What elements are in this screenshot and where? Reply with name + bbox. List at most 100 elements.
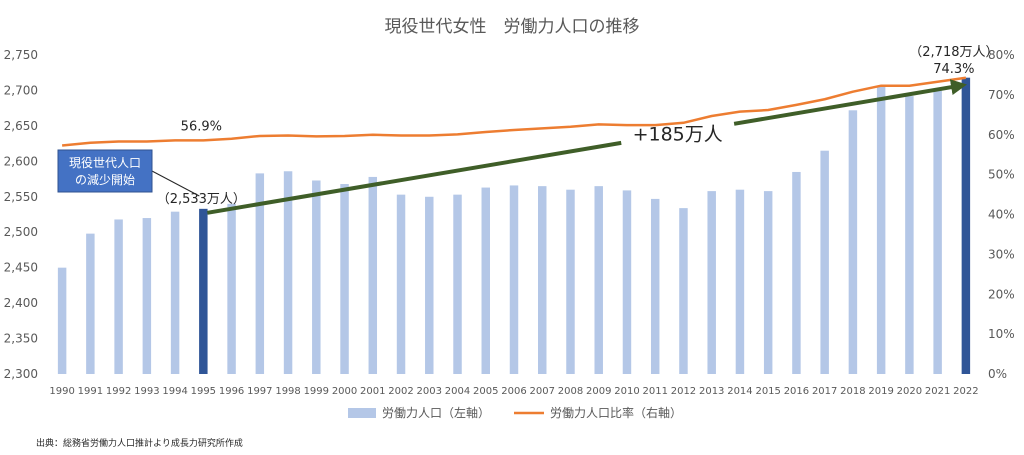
bar — [679, 208, 688, 374]
x-axis: 1990 1991 1992 1993 1994 1995 1996 1997 1998 1999… — [49, 386, 978, 397]
bar — [876, 86, 886, 375]
x-tick-label: 2018 — [840, 386, 865, 397]
x-tick-label: 1997 — [247, 386, 272, 397]
bar — [594, 186, 603, 374]
x-tick-label: 2010 — [614, 386, 639, 397]
y-left-tick: 2,500 — [4, 225, 38, 239]
y-right-tick: 0% — [988, 367, 1007, 381]
x-tick-label: 2021 — [925, 386, 950, 397]
bar — [396, 194, 406, 374]
bar — [650, 198, 660, 374]
x-tick-label: 1999 — [304, 386, 329, 397]
x-tick-label: 1991 — [78, 386, 103, 397]
y-right-tick: 10% — [988, 327, 1015, 341]
y-left-tick: 2,550 — [4, 190, 38, 204]
y-right-tick: 80% — [988, 48, 1015, 62]
bar — [425, 196, 434, 374]
x-tick-label: 2015 — [755, 386, 780, 397]
x-tick-label: 2003 — [417, 386, 442, 397]
bar — [961, 77, 971, 374]
bar — [340, 184, 349, 374]
y-right-tick: 40% — [988, 208, 1015, 222]
bar — [114, 219, 123, 374]
x-tick-label: 2016 — [784, 386, 809, 397]
bar — [848, 110, 858, 374]
callout-line1: 現役世代人口 — [69, 155, 141, 170]
y-axis-left: 2,300 2,350 2,400 2,450 2,500 2,550 2,600 2,650… — [4, 48, 38, 381]
bar — [481, 187, 490, 374]
growth-label: +185万人 — [633, 123, 723, 145]
bar — [86, 233, 95, 374]
bar — [142, 218, 152, 374]
growth-arrow-head — [733, 79, 967, 126]
callout-line2: の減少開始 — [75, 172, 135, 187]
x-tick-label: 2000 — [332, 386, 357, 397]
y-left-tick: 2,450 — [4, 261, 38, 275]
x-tick-label: 2005 — [473, 386, 498, 397]
x-tick-label: 2009 — [586, 386, 611, 397]
y-left-tick: 2,750 — [4, 48, 38, 62]
bar — [509, 185, 519, 374]
y-axis-right: 0% 10% 20% 30% 40% 50% 60% 70% 80% — [988, 48, 1015, 381]
x-tick-label: 2001 — [360, 386, 385, 397]
y-right-tick: 60% — [988, 128, 1015, 142]
label-1995-value: （2,533万人） — [157, 192, 246, 207]
bar — [453, 194, 462, 374]
x-tick-label: 2017 — [812, 386, 837, 397]
x-tick-label: 1995 — [191, 386, 216, 397]
label-2022-ratio: 74.3% — [933, 62, 974, 77]
x-tick-label: 2011 — [642, 386, 667, 397]
bar — [735, 189, 745, 374]
bar — [933, 89, 942, 374]
bar — [905, 96, 914, 375]
bar — [283, 171, 293, 374]
x-tick-label: 1996 — [219, 386, 244, 397]
x-tick-label: 2002 — [388, 386, 413, 397]
x-tick-label: 1990 — [49, 386, 74, 397]
x-tick-label: 2012 — [671, 386, 696, 397]
x-tick-label: 1993 — [134, 386, 159, 397]
label-2022-value: （2,718万人） — [909, 45, 998, 60]
x-tick-label: 2008 — [558, 386, 583, 397]
legend: 労働力人口（左軸） 労働力人口比率（右軸） — [348, 405, 682, 420]
x-tick-label: 2019 — [868, 386, 893, 397]
y-left-tick: 2,300 — [4, 367, 38, 381]
x-tick-label: 2006 — [501, 386, 526, 397]
bar — [368, 176, 378, 374]
legend-line-label: 労働力人口比率（右軸） — [550, 405, 682, 420]
annotations: +185万人 （2,533万人） 56.9% （2,718万人） 74.3% 現役世代人口… — [57, 45, 998, 215]
y-right-tick: 20% — [988, 287, 1015, 301]
x-tick-label: 1998 — [275, 386, 300, 397]
label-1995-ratio: 56.9% — [181, 119, 222, 134]
y-right-tick: 30% — [988, 247, 1015, 261]
x-tick-label: 2013 — [699, 386, 724, 397]
line-series — [61, 76, 967, 147]
bar — [255, 173, 265, 374]
x-tick-label: 1994 — [162, 386, 187, 397]
x-tick-label: 2020 — [897, 386, 922, 397]
y-left-tick: 2,350 — [4, 332, 38, 346]
y-left-tick: 2,600 — [4, 154, 38, 168]
bar — [57, 267, 67, 374]
bar — [566, 189, 575, 374]
x-tick-label: 2004 — [445, 386, 470, 397]
bar — [199, 208, 208, 374]
ratio-line — [61, 76, 967, 147]
bar — [820, 150, 829, 374]
bar — [538, 186, 547, 374]
x-tick-label: 2007 — [530, 386, 555, 397]
bar — [763, 191, 773, 374]
bar — [792, 171, 801, 374]
x-tick-label: 2014 — [727, 386, 752, 397]
callout-leader — [151, 170, 200, 197]
growth-arrow-segment — [207, 140, 622, 215]
legend-bar-label: 労働力人口（左軸） — [382, 405, 490, 420]
chart-title: 現役世代女性 労働力人口の推移 — [385, 17, 640, 37]
callout-box — [57, 149, 153, 193]
bar — [312, 180, 321, 374]
legend-bar-swatch — [348, 408, 376, 418]
bar — [707, 191, 716, 374]
y-left-tick: 2,700 — [4, 83, 38, 97]
y-right-tick: 70% — [988, 88, 1015, 102]
